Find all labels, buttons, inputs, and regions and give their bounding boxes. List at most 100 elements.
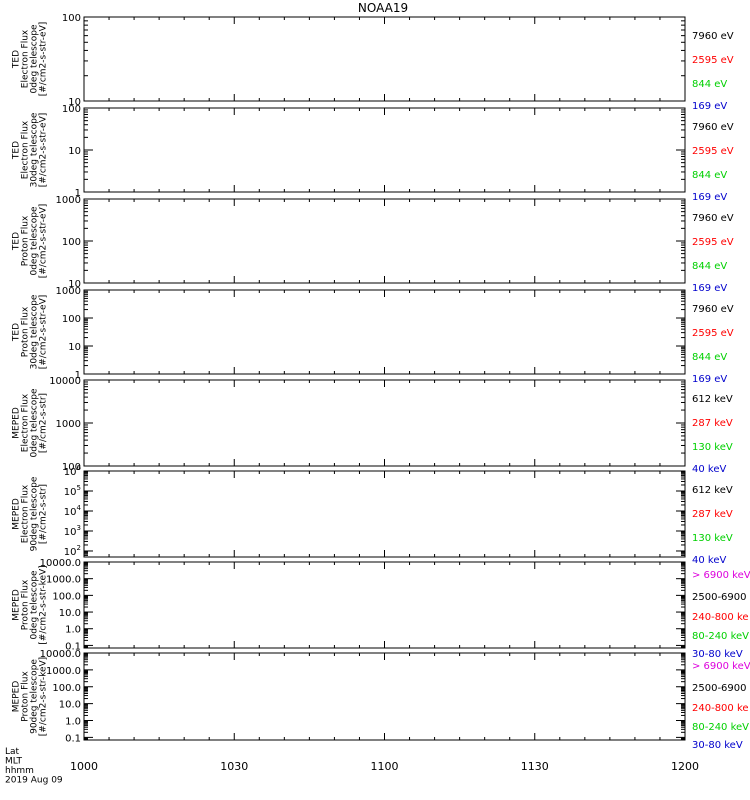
- y-tick-label: 104: [64, 504, 82, 518]
- y-axis-label-line: Electron Flux: [21, 484, 31, 543]
- y-tick-label: 10.0: [59, 608, 81, 619]
- y-tick-label: 10000.0: [40, 649, 81, 660]
- legend-entry: 130 keV: [692, 533, 733, 544]
- panel-7: 0.1 1.0 10.0 100.0 1000.0 10000.0 MEPED Proton …: [12, 558, 750, 660]
- y-tick-label: 10: [68, 342, 81, 353]
- legend-entry: 2595 eV: [692, 146, 734, 157]
- footer-label: 2019 Aug 09: [5, 776, 63, 786]
- legend-entry: 844 eV: [692, 79, 727, 90]
- legend-entry: > 6900 keV: [692, 570, 750, 581]
- legend-entry: 240-800 ke: [692, 612, 749, 623]
- y-axis-label-line: Proton Flux: [21, 215, 31, 266]
- y-axis-label-line: [#/cm2-s-str-keV]: [39, 565, 49, 644]
- legend-entry: 40 keV: [692, 464, 726, 475]
- panel-3: 10 100 1000 TED Proton Flux 0deg telescope [#/…: [12, 195, 734, 294]
- time-axis: 1000 1030 1100 1130 1200: [70, 17, 699, 773]
- legend-entry: 30-80 keV: [692, 649, 743, 660]
- y-axis-label-line: [#/cm2-s-str]: [39, 393, 49, 453]
- figure-title: NOAA19: [358, 1, 408, 15]
- legend-entry: 7960 eV: [692, 31, 734, 42]
- y-tick-label: 100: [62, 462, 81, 473]
- panel-4: 1 10 100 1000 TED Proton Flux 30deg telescope[…: [12, 286, 734, 385]
- x-tick-label: 1130: [521, 760, 549, 773]
- y-axis-label-line: TED: [12, 50, 22, 69]
- y-tick-label: 1.0: [65, 717, 81, 728]
- x-tick-label: 1200: [671, 760, 699, 773]
- panel-frame: [83, 16, 686, 102]
- y-tick-label: 1000: [56, 419, 81, 430]
- legend-entry: 130 keV: [692, 442, 733, 453]
- legend-entry: 40 keV: [692, 555, 726, 566]
- y-tick-label: 100: [62, 104, 81, 115]
- y-tick-label: 0.1: [65, 733, 81, 744]
- y-tick-label: 10: [68, 97, 81, 108]
- legend-entry: 612 keV: [692, 485, 733, 496]
- y-axis-label-line: Electron Flux: [21, 120, 31, 179]
- legend-entry: 844 eV: [692, 352, 727, 363]
- footer-label: hhmm: [5, 766, 34, 776]
- panel-frame: [83, 470, 686, 558]
- y-axis-label-line: MEPED: [12, 407, 22, 439]
- y-tick-label: 106: [64, 464, 82, 478]
- y-axis-label-line: [#/cm2-s-str]: [39, 484, 49, 544]
- y-tick-label: 10000: [49, 376, 81, 387]
- y-tick-label: 100: [62, 314, 81, 325]
- legend-entry: 844 eV: [692, 261, 727, 272]
- y-axis-label-line: [#/cm2-s-str-eV]: [39, 204, 49, 279]
- legend-entry: 30-80 keV: [692, 740, 743, 751]
- legend-entry: 2595 eV: [692, 237, 734, 248]
- panel-frame: [83, 561, 686, 649]
- legend-entry: 844 eV: [692, 170, 727, 181]
- legend-entry: 2500-6900: [692, 683, 747, 694]
- y-axis-label-line: TED: [12, 232, 22, 251]
- y-axis-label-line: MEPED: [12, 589, 22, 621]
- legend-entry: 169 eV: [692, 283, 727, 294]
- panel-8: 0.1 1.0 10.0 100.0 1000.0 10000.0 MEPED Proton …: [12, 649, 750, 751]
- y-tick-label: 1: [75, 370, 81, 381]
- y-axis-label-line: [#/cm2-s-str-eV]: [39, 22, 49, 97]
- panel-frame: [83, 289, 686, 375]
- y-tick-label: 1: [75, 188, 81, 199]
- legend-entry: 169 eV: [692, 374, 727, 385]
- y-tick-label: 0.1: [65, 641, 81, 652]
- legend-entry: 169 eV: [692, 192, 727, 203]
- y-tick-label: 1000: [56, 195, 81, 206]
- legend-entry: 7960 eV: [692, 304, 734, 315]
- x-tick-label: 1030: [220, 760, 248, 773]
- y-tick-label: 1000.0: [46, 575, 81, 586]
- y-axis-label-line: 0deg telescope: [30, 24, 40, 94]
- y-tick-label: 1.0: [65, 625, 81, 636]
- y-tick-label: 105: [64, 484, 81, 498]
- y-tick-label: 10: [68, 279, 81, 290]
- x-tick-label: 1000: [70, 760, 98, 773]
- legend-entry: 169 eV: [692, 101, 727, 112]
- y-axis-label-line: 30deg telescope: [30, 112, 40, 187]
- panel-frame: [83, 198, 686, 284]
- legend-entry: 2595 eV: [692, 328, 734, 339]
- y-axis-label-line: [#/cm2-s-str-keV]: [39, 657, 49, 736]
- y-tick-label: 100.0: [52, 591, 81, 602]
- y-axis-label-line: 30deg telescope: [30, 294, 40, 369]
- footer-label: Lat: [5, 747, 20, 757]
- legend-entry: 287 keV: [692, 509, 733, 520]
- legend-entry: 7960 eV: [692, 122, 734, 133]
- panel-frame: [83, 107, 686, 193]
- y-tick-label: 100: [62, 237, 81, 248]
- y-tick-label: 102: [64, 544, 81, 558]
- legend-entry: 7960 eV: [692, 213, 734, 224]
- y-axis-label-line: Proton Flux: [21, 579, 31, 630]
- legend-entry: > 6900 keV: [692, 661, 750, 672]
- y-tick-label: 1000: [56, 286, 81, 297]
- y-tick-label: 100.0: [52, 683, 81, 694]
- y-tick-label: 10.0: [59, 700, 81, 711]
- y-axis-label-line: MEPED: [12, 498, 22, 530]
- y-axis-label-line: [#/cm2-s-str-eV]: [39, 295, 49, 370]
- y-axis-label-line: 0deg telescope: [30, 388, 40, 458]
- panel-5: 100 1000 10000 MEPED Electron Flux 0deg teles…: [12, 376, 733, 475]
- y-axis-label-line: 90deg telescope: [30, 659, 40, 734]
- y-tick-label: 10000.0: [40, 558, 81, 569]
- legend-entry: 287 keV: [692, 418, 733, 429]
